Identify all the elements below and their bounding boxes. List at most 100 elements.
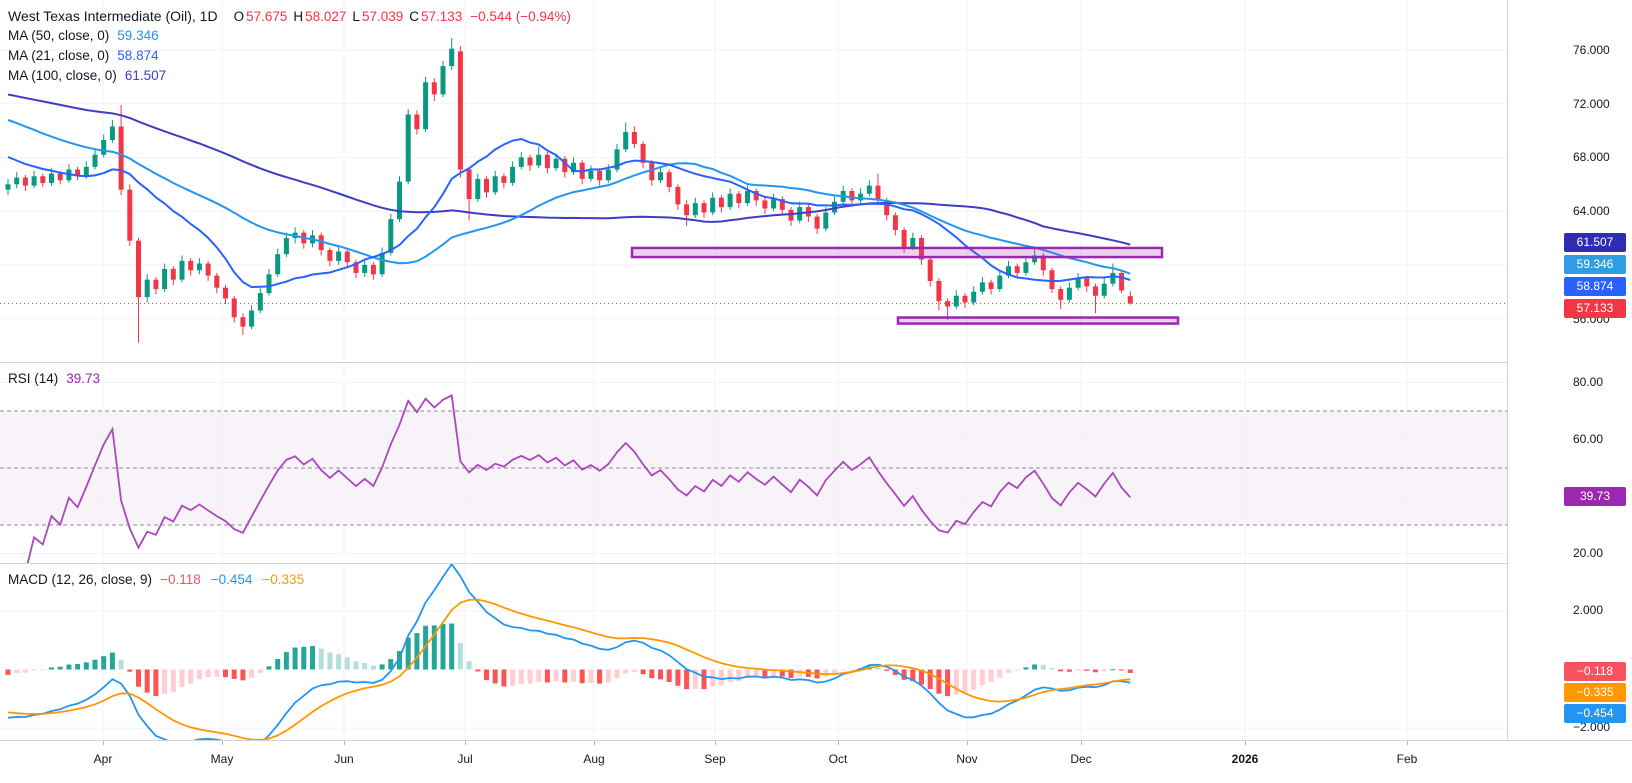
candle-body <box>144 279 150 298</box>
candle-body <box>571 162 576 173</box>
candle-body <box>544 154 550 169</box>
time-axis-tick <box>715 741 716 745</box>
price-tick-label: 68.000 <box>1573 150 1610 165</box>
price-chart-panel[interactable]: West Texas Intermediate (Oil), 1D O 57.675… <box>0 0 1507 361</box>
macd-histogram-bar <box>301 646 307 670</box>
rsi-label: RSI (14) <box>8 371 59 386</box>
ma21-line[interactable] <box>7 137 1131 289</box>
macd-histogram-bar <box>953 669 959 695</box>
candle-body <box>205 263 211 276</box>
candle-body <box>423 82 429 130</box>
macd-histogram-bar <box>431 625 437 670</box>
resistance-zone[interactable] <box>630 246 1164 259</box>
macd-histogram-bar <box>753 669 759 678</box>
macd-histogram-bar <box>466 661 472 670</box>
macd-histogram-bar <box>614 669 620 679</box>
macd-histogram-bar <box>1127 669 1133 673</box>
time-axis-tick <box>103 741 104 745</box>
candle-body <box>858 193 864 201</box>
macd-histogram-bar <box>997 669 1003 678</box>
macd-histogram-bar <box>292 647 298 670</box>
ma50-legend-row[interactable]: MA (50, close, 0) 59.346 <box>8 26 571 46</box>
candle-body <box>283 238 289 255</box>
candle-body <box>162 268 168 290</box>
candle-body <box>414 114 420 130</box>
macd-histogram-bar <box>649 669 655 679</box>
macd-histogram-bar <box>379 664 385 670</box>
macd-chart[interactable] <box>0 564 1507 741</box>
macd-histogram-bar <box>892 669 898 675</box>
macd-histogram-bar <box>936 669 942 694</box>
macd-histogram-bar <box>66 664 72 670</box>
candle-body <box>971 291 977 303</box>
macd-histogram-bar <box>144 669 150 693</box>
time-axis[interactable]: Apr May Jun Jul Aug Sep Oct Nov Dec 2026 Feb <box>0 740 1632 783</box>
candle-body <box>466 169 472 200</box>
macd-histogram-bar <box>92 659 98 670</box>
candle-body <box>118 126 124 190</box>
macd-tick-label: 2.000 <box>1573 602 1604 617</box>
rsi-panel[interactable]: RSI (14) 39.73 <box>0 362 1507 563</box>
candle-body <box>1084 278 1090 287</box>
macd-histogram-bar <box>249 669 255 678</box>
macd-histogram-bar <box>1049 667 1055 670</box>
macd-histogram-bar <box>109 652 115 670</box>
candle-body <box>605 169 611 181</box>
low-value: 57.039 <box>361 9 404 24</box>
macd-histogram-bar <box>605 669 611 683</box>
macd-histogram-bar <box>579 669 585 684</box>
macd-histogram-bar <box>553 669 559 682</box>
macd-histogram-bar <box>988 669 994 683</box>
macd-histogram-bar <box>188 669 194 684</box>
candle-body <box>832 201 837 213</box>
candle-body <box>1101 283 1107 296</box>
rsi-value-badge: 39.73 <box>1564 487 1626 506</box>
support-zone[interactable] <box>896 316 1180 325</box>
macd-histogram-bar <box>414 633 420 670</box>
symbol-legend: West Texas Intermediate (Oil), 1D O 57.675… <box>8 6 571 86</box>
rsi-tick-label: 20.00 <box>1573 545 1604 560</box>
macd-histogram-bar <box>405 637 411 670</box>
candle-body <box>910 238 916 248</box>
macd-histogram-bar <box>884 669 890 671</box>
macd-panel[interactable]: MACD (12, 26, close, 9) −0.118 −0.454 −0.33… <box>0 563 1507 741</box>
candle-body <box>5 184 11 190</box>
ma21-legend-row[interactable]: MA (21, close, 0) 58.874 <box>8 46 571 66</box>
macd-histogram-bar <box>684 669 690 690</box>
candle-body <box>623 131 629 150</box>
macd-histogram-bar <box>536 669 542 682</box>
rsi-line[interactable] <box>8 394 1131 563</box>
candle-body <box>275 254 281 275</box>
open-label: O <box>233 9 245 24</box>
candle-body <box>1110 272 1116 284</box>
macd-histogram-bar <box>1119 669 1125 671</box>
candle-body <box>457 51 463 170</box>
macd-signal-line[interactable] <box>7 598 1131 741</box>
symbol-legend-row[interactable]: West Texas Intermediate (Oil), 1D O 57.675… <box>8 6 571 26</box>
macd-histogram-bar <box>562 669 568 683</box>
time-label-Aug: Aug <box>583 752 605 766</box>
candlestick-chart[interactable] <box>0 0 1507 361</box>
rsi-tick-label: 80.00 <box>1573 374 1604 389</box>
macd-line[interactable] <box>7 564 1131 741</box>
candle-body <box>136 240 141 298</box>
macd-legend-row[interactable]: MACD (12, 26, close, 9) −0.118 −0.454 −0.33… <box>8 570 304 590</box>
ma100-legend-row[interactable]: MA (100, close, 0) 61.507 <box>8 66 571 86</box>
candle-body <box>762 200 768 209</box>
macd-histogram-bar <box>275 658 281 670</box>
macd-histogram-bar <box>736 669 742 682</box>
price-axis[interactable]: 76.000 72.000 68.000 64.000 56.000 80.00 60.00… <box>1507 0 1632 740</box>
candle-body <box>1023 262 1029 273</box>
ma50-line[interactable] <box>7 119 1131 275</box>
rsi-chart[interactable] <box>0 363 1507 563</box>
ma50-price-badge: 59.346 <box>1564 255 1626 274</box>
ma100-line[interactable] <box>7 93 1131 246</box>
candle-body <box>240 317 246 327</box>
macd-histogram-bar <box>510 669 516 686</box>
macd-histogram-bar <box>14 669 20 674</box>
price-tick-label: 64.000 <box>1573 204 1610 219</box>
macd-histogram-bar <box>1006 669 1011 673</box>
rsi-legend-row[interactable]: RSI (14) 39.73 <box>8 369 100 389</box>
macd-histogram-bar <box>675 669 681 686</box>
candle-body <box>362 264 368 273</box>
